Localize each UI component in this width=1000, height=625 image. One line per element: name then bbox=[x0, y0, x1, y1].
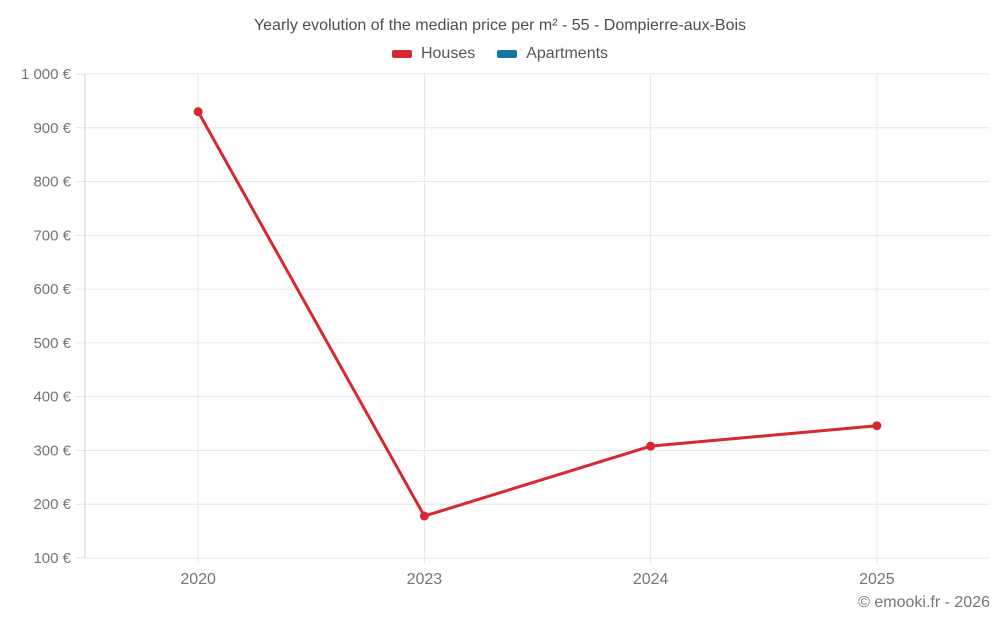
legend-marker-icon-houses bbox=[391, 50, 412, 58]
y-axis-tick-label: 900 € bbox=[33, 120, 71, 137]
houses-data-point[interactable] bbox=[646, 441, 656, 451]
y-axis-tick-label: 100 € bbox=[33, 550, 71, 567]
y-axis-tick-label: 500 € bbox=[33, 335, 71, 352]
y-axis-tick-label: 300 € bbox=[33, 442, 71, 459]
legend-label-apartments: Apartments bbox=[526, 45, 609, 62]
y-axis-tick-label: 800 € bbox=[33, 174, 71, 191]
houses-series-line bbox=[196, 110, 879, 518]
y-axis-tick-label: 1 000 € bbox=[21, 66, 72, 83]
chart-legend: Houses Apartments bbox=[0, 45, 1000, 63]
x-axis-tick-label: 2025 bbox=[859, 571, 895, 588]
houses-data-point[interactable] bbox=[193, 107, 203, 117]
x-axis-tick-label: 2020 bbox=[180, 571, 216, 588]
y-axis-tick-label: 400 € bbox=[33, 389, 71, 406]
houses-data-point[interactable] bbox=[872, 421, 882, 431]
chart-title: Yearly evolution of the median price per… bbox=[253, 17, 747, 34]
y-axis-tick-label: 200 € bbox=[33, 496, 71, 513]
houses-data-point[interactable] bbox=[419, 511, 429, 521]
y-axis-tick-label: 600 € bbox=[33, 281, 71, 298]
copyright-text: © emooki.fr - 2026 bbox=[858, 594, 990, 611]
legend-item-apartments[interactable]: Apartments bbox=[497, 45, 608, 63]
x-axis-tick-label: 2023 bbox=[407, 571, 443, 588]
legend-item-houses[interactable]: Houses bbox=[391, 45, 476, 63]
legend-label-houses: Houses bbox=[420, 45, 476, 62]
x-axis-tick-label: 2024 bbox=[633, 571, 669, 588]
legend-marker-icon-apartments bbox=[497, 50, 518, 58]
y-axis-tick-label: 700 € bbox=[33, 227, 71, 244]
